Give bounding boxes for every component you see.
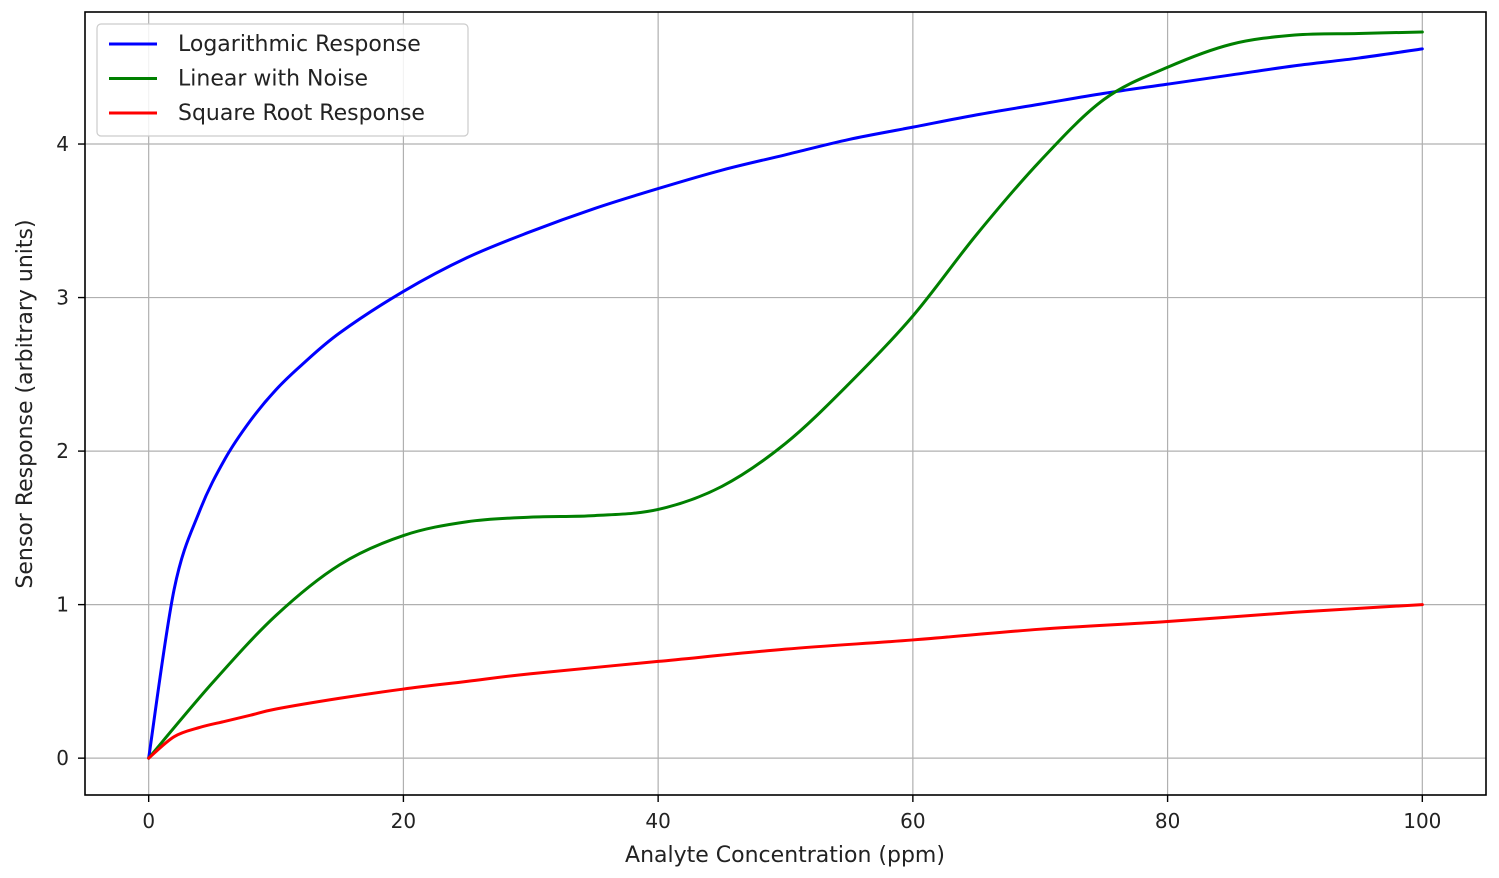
x-axis-label: Analyte Concentration (ppm) [625,843,945,868]
x-tick-label: 0 [142,809,155,833]
x-tick-label: 20 [391,809,416,833]
series-line-linear-with-noise [147,30,1424,760]
legend-label: Linear with Noise [178,67,368,92]
x-tick-label: 100 [1403,809,1441,833]
legend-label: Logarithmic Response [178,32,421,57]
x-tick-label: 60 [900,809,925,833]
x-tick-label: 40 [645,809,670,833]
y-axis-label: Sensor Response (arbitrary units) [13,219,38,588]
legend-box [96,23,469,137]
grid [85,12,1486,795]
legend: Logarithmic Response Linear with Noise Squ… [96,23,469,137]
y-tick-label: 3 [56,286,69,310]
plot-frame [84,11,1487,796]
series-line-logarithmic-response [147,47,1424,760]
y-tick-label: 0 [56,746,69,770]
series-lines [147,30,1424,760]
axis-ticks: 0 20 40 60 80 100 0 1 2 3 4 [56,132,1441,833]
legend-label: Square Root Response [178,101,425,126]
x-tick-label: 80 [1155,809,1180,833]
y-tick-label: 1 [56,593,69,617]
series-line-square-root-response [147,603,1424,760]
y-tick-label: 4 [56,132,69,156]
y-tick-label: 2 [56,439,69,463]
